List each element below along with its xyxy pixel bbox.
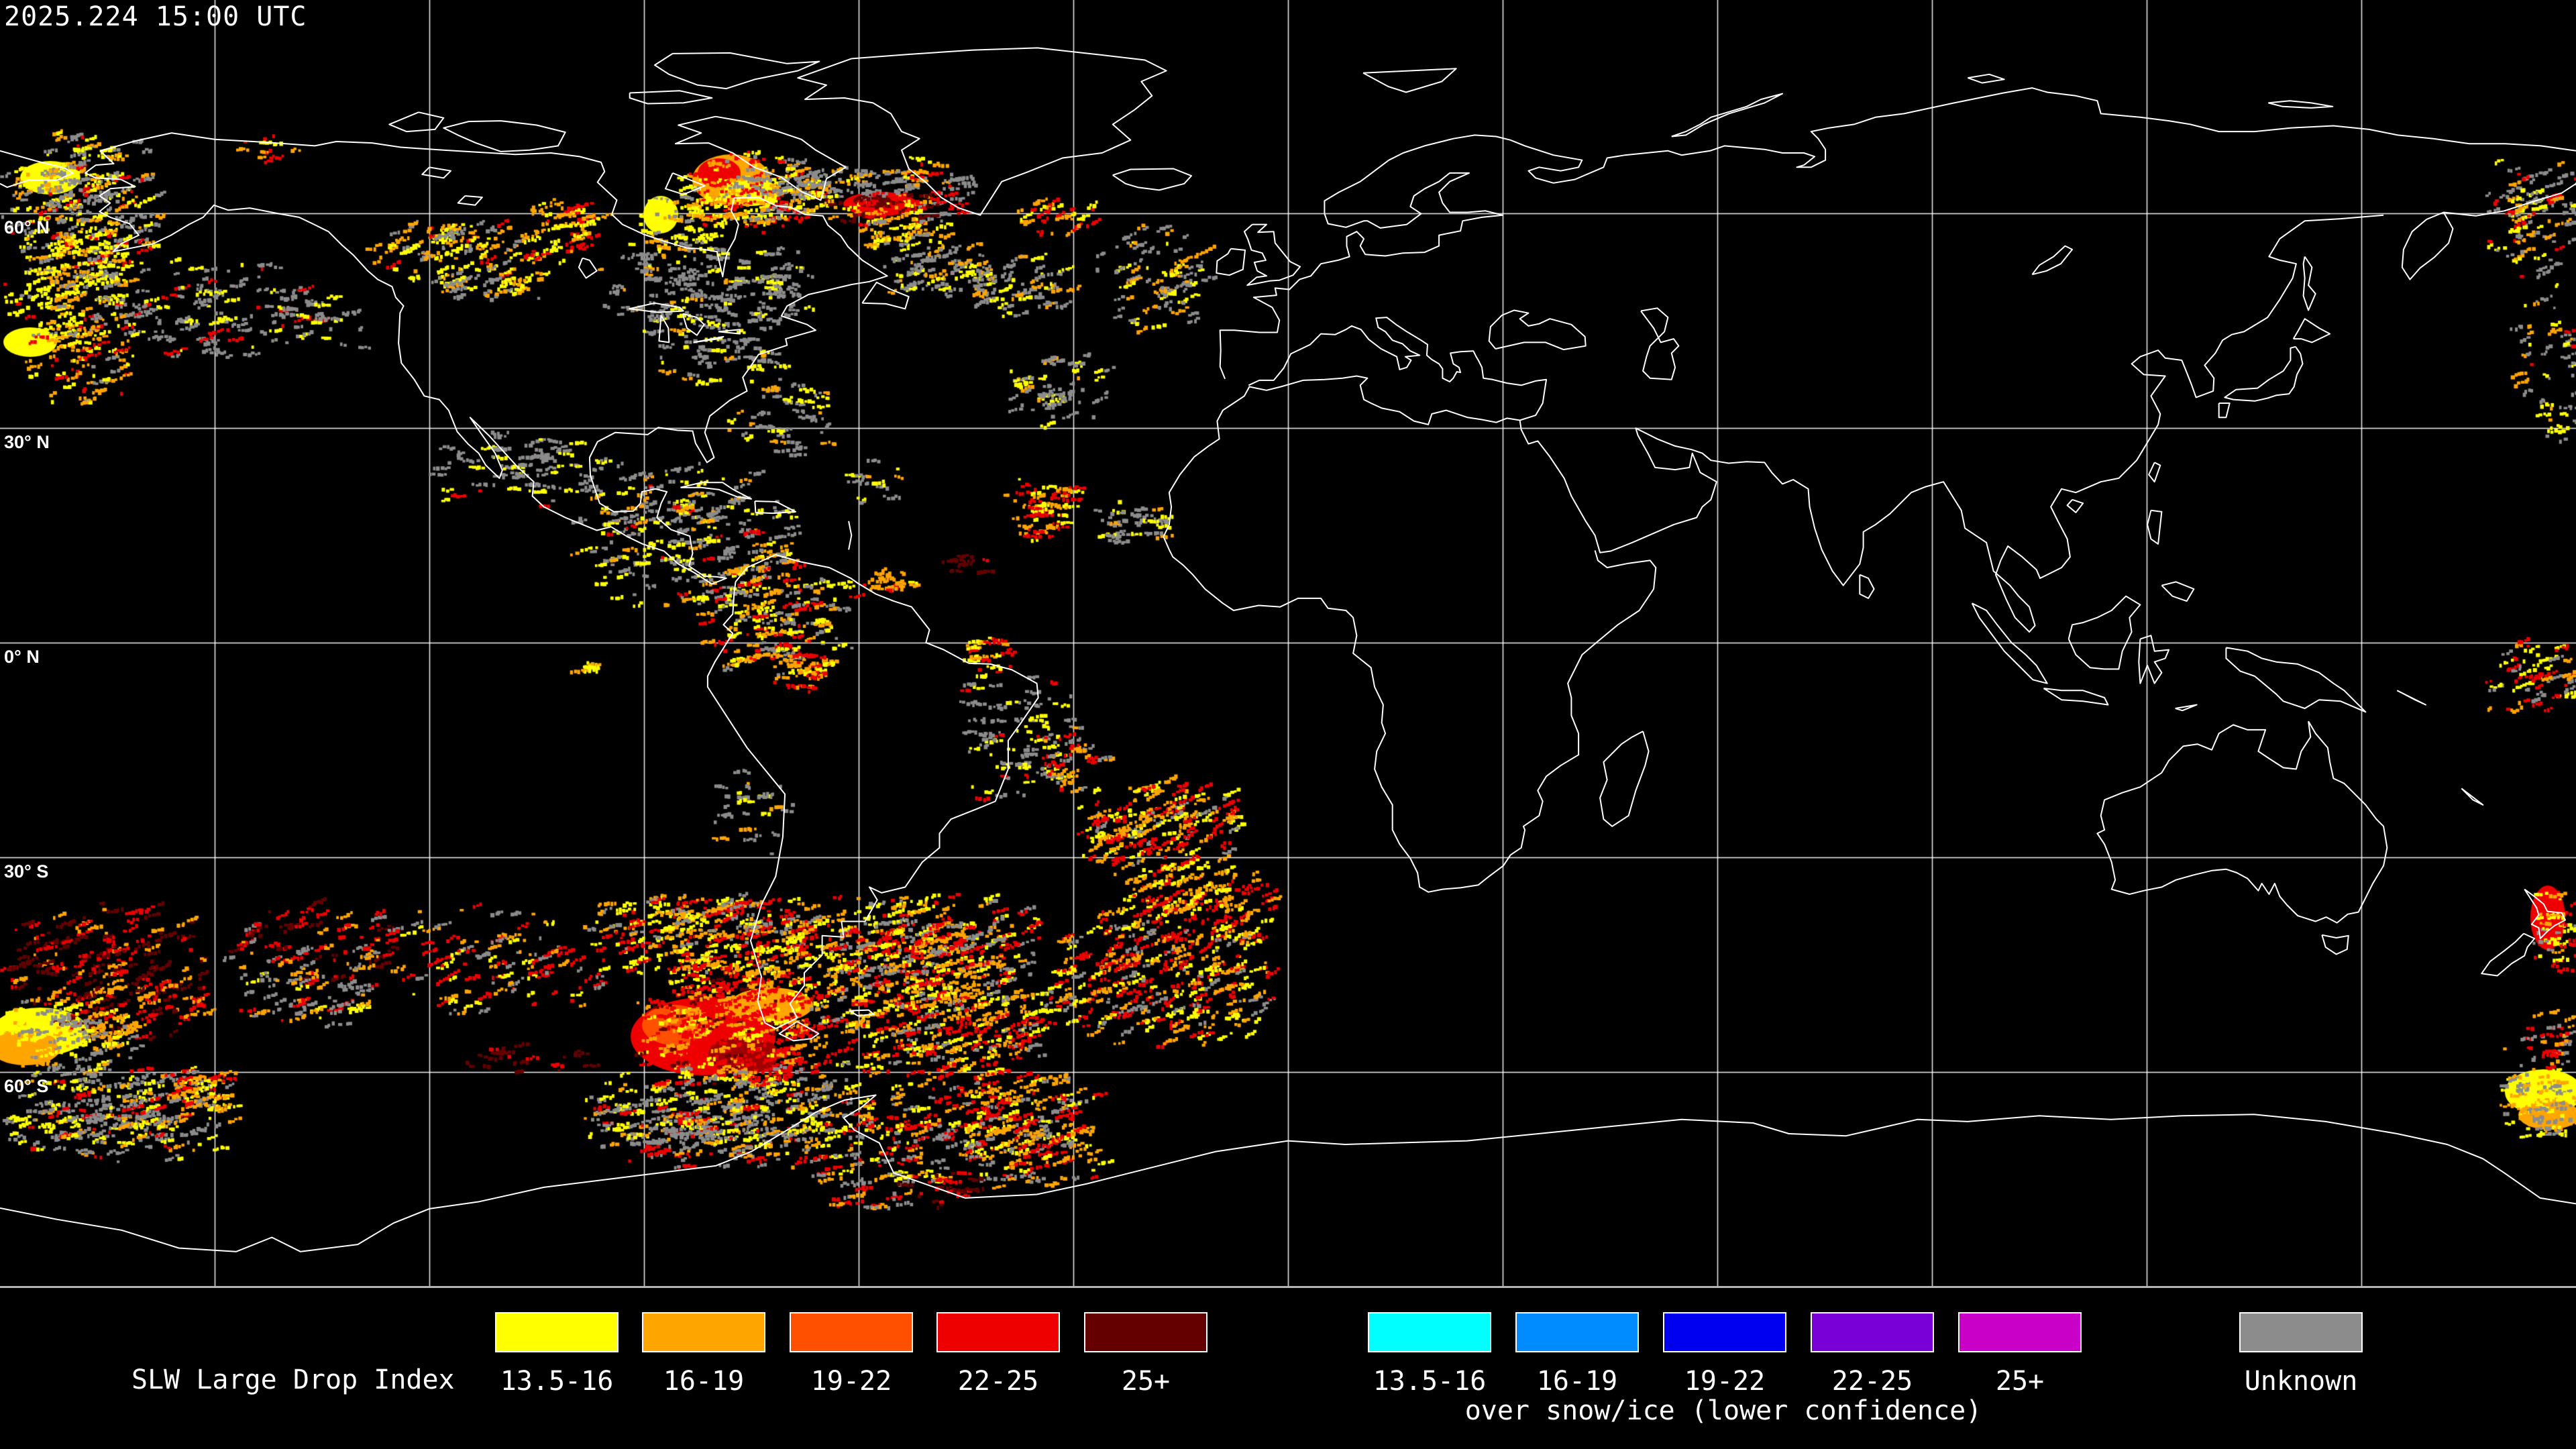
legend-unknown-label: Unknown: [2244, 1366, 2358, 1397]
legend-primary-4-swatch: [1084, 1312, 1208, 1352]
legend-primary-3-swatch: [936, 1312, 1060, 1352]
legend-unknown-swatch: [2239, 1312, 2363, 1352]
legend-primary-4-label: 25+: [1121, 1366, 1171, 1397]
legend-snowice-3-label: 22-25: [1831, 1366, 1913, 1397]
timestamp: 2025.224 15:00 UTC: [4, 1, 307, 32]
lat-label-4: 60° S: [4, 1076, 49, 1096]
legend-primary-2-swatch: [790, 1312, 913, 1352]
lat-label-1: 30° N: [4, 432, 50, 452]
legend-primary-1-swatch: [642, 1312, 765, 1352]
legend-snowice-2-label: 19-22: [1684, 1366, 1766, 1397]
legend-snowice-3-swatch: [1811, 1312, 1934, 1352]
legend-snowice-0-swatch: [1368, 1312, 1491, 1352]
legend-primary-3-label: 22-25: [957, 1366, 1039, 1397]
legend-snowice-caption: over snow/ice (lower confidence): [1464, 1395, 1982, 1426]
legend: SLW Large Drop Index 13.5-16 16-19 19-22 22…: [0, 1288, 2576, 1449]
lat-label-2: 0° N: [4, 647, 40, 667]
slw-data-layer: [0, 0, 2576, 1287]
legend-primary-1-label: 16-19: [663, 1366, 745, 1397]
legend-snowice-1-swatch: [1515, 1312, 1639, 1352]
legend-snowice-1-label: 16-19: [1536, 1366, 1618, 1397]
map-divider: [0, 1286, 2576, 1288]
legend-snowice-4-label: 25+: [1995, 1366, 2045, 1397]
legend-snowice-2-swatch: [1663, 1312, 1786, 1352]
legend-title: SLW Large Drop Index: [131, 1364, 455, 1395]
legend-snowice-4-swatch: [1958, 1312, 2082, 1352]
legend-primary-0-label: 13.5-16: [500, 1366, 614, 1397]
legend-primary-2-label: 19-22: [810, 1366, 892, 1397]
legend-primary-0-swatch: [495, 1312, 619, 1352]
legend-snowice-0-label: 13.5-16: [1373, 1366, 1487, 1397]
lat-label-3: 30° S: [4, 861, 49, 881]
lat-label-0: 60° N: [4, 217, 50, 237]
world-map: 2025.224 15:00 UTC 60° N 30° N 0° N 30° S 60…: [0, 0, 2576, 1287]
